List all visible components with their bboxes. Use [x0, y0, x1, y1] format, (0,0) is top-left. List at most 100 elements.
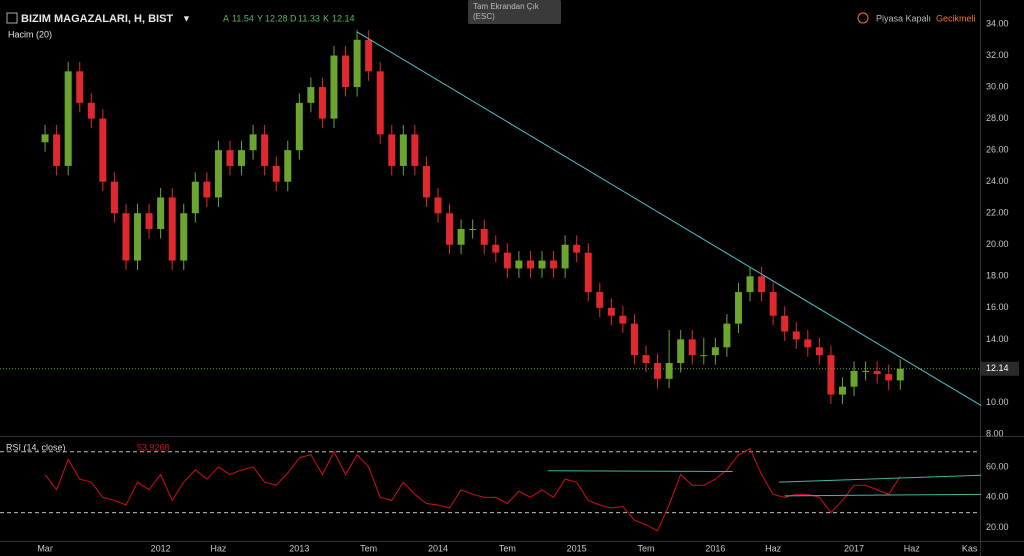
candle-body: [446, 213, 454, 245]
symbol[interactable]: BIZIM MAGAZALARI, H, BIST: [21, 13, 173, 25]
candle-body: [122, 213, 130, 261]
ohlc-label: Y: [257, 13, 263, 23]
candle-body: [677, 339, 685, 364]
dropdown[interactable]: ▼: [182, 13, 191, 23]
tooltip: [468, 0, 561, 24]
x-tick-label: Haz: [904, 543, 921, 553]
candle-body: [792, 331, 800, 340]
candle-body: [434, 197, 442, 214]
candle-body: [827, 355, 835, 395]
ohlc-label: A: [223, 13, 229, 23]
candle-body: [711, 347, 719, 356]
indicator-title: RSI (14, close): [6, 442, 66, 452]
candle-body: [781, 315, 789, 332]
candle-body: [353, 39, 361, 88]
x-tick-label: Mar: [37, 543, 53, 553]
candle-body: [862, 370, 870, 372]
candle-body: [157, 197, 165, 229]
y-tick-label: 14.00: [986, 334, 1009, 344]
indicator-value: 53.9268: [137, 442, 170, 452]
candle-body: [203, 181, 211, 198]
candle-body: [295, 102, 303, 151]
candle-body: [191, 181, 199, 214]
trend-line: [356, 31, 982, 407]
y-tick-label: 18.00: [986, 271, 1009, 281]
candle-body: [399, 134, 407, 166]
y-tick-label: 10.00: [986, 397, 1009, 407]
candle-body: [388, 134, 396, 166]
ohlc-value: 11.33: [298, 13, 320, 23]
candle-body: [168, 197, 176, 261]
candle-body: [110, 181, 118, 214]
x-tick-label: 2012: [151, 543, 171, 553]
y-tick-label: 8.00: [986, 428, 1004, 438]
y-tick-label: 60.00: [986, 461, 1009, 471]
x-tick-label: 2017: [844, 543, 864, 553]
candle-body: [238, 150, 246, 166]
x-tick-label: Haz: [765, 543, 782, 553]
y-tick-label: 16.00: [986, 302, 1009, 312]
volume-label[interactable]: Hacim (20): [8, 29, 52, 39]
candle-body: [134, 213, 142, 261]
candle-body: [815, 347, 823, 356]
trend-line: [778, 474, 982, 483]
y-tick-label: 28.00: [986, 113, 1009, 123]
candle-body: [249, 134, 257, 151]
candle-body: [619, 315, 627, 324]
warning-icon[interactable]: [857, 12, 869, 24]
candle-body: [469, 229, 477, 230]
candle-body: [561, 244, 569, 269]
y-tick-label: 24.00: [986, 176, 1009, 186]
candle-body: [422, 165, 430, 198]
y-tick-label: 40.00: [986, 492, 1009, 502]
candle-body: [87, 102, 95, 119]
x-tick-label: Tem: [638, 543, 655, 553]
candle-body: [850, 370, 858, 387]
candle-body: [64, 71, 72, 166]
candle-body: [700, 355, 708, 357]
y-tick-label: 20.00: [986, 239, 1009, 249]
candle-body: [734, 292, 742, 324]
candle-body: [584, 252, 592, 293]
candle-body: [515, 260, 523, 269]
candle-body: [411, 134, 419, 166]
rsi-line: [44, 447, 901, 532]
candle-body: [885, 374, 893, 381]
candle-body: [630, 323, 638, 356]
candle-body: [145, 213, 153, 229]
ohlc-label: K: [323, 13, 329, 23]
menu-icon[interactable]: [6, 12, 18, 24]
candle-body: [330, 55, 338, 119]
candle-body: [758, 276, 766, 293]
candle-body: [654, 363, 662, 379]
candle-body: [180, 213, 188, 261]
candle-body: [838, 386, 846, 395]
candle-body: [596, 292, 604, 308]
candle-body: [550, 260, 558, 269]
candle-body: [538, 260, 546, 269]
y-tick-label: 22.00: [986, 208, 1009, 218]
ohlc: A 11.54 Y 12.28 D 11.33 K 12.14: [223, 13, 355, 23]
candle-body: [99, 118, 107, 182]
candle-body: [41, 134, 49, 143]
candle-body: [873, 370, 881, 375]
candle-body: [307, 87, 315, 103]
candle-body: [492, 244, 500, 253]
last-price-tag: [981, 361, 1019, 376]
candle-body: [76, 71, 84, 103]
x-tick-label: Tem: [360, 543, 377, 553]
candle-body: [688, 339, 696, 356]
trend-line: [784, 493, 982, 497]
candle-body: [607, 307, 615, 316]
ohlc-value: 12.14: [332, 13, 355, 23]
candle-body: [746, 276, 754, 293]
candle-body: [723, 323, 731, 348]
candle-body: [457, 229, 465, 245]
x-tick-label: 2013: [289, 543, 309, 553]
candle-body: [284, 150, 292, 182]
candle-body: [318, 87, 326, 119]
candle-body: [214, 150, 222, 198]
candle-body: [665, 363, 673, 379]
